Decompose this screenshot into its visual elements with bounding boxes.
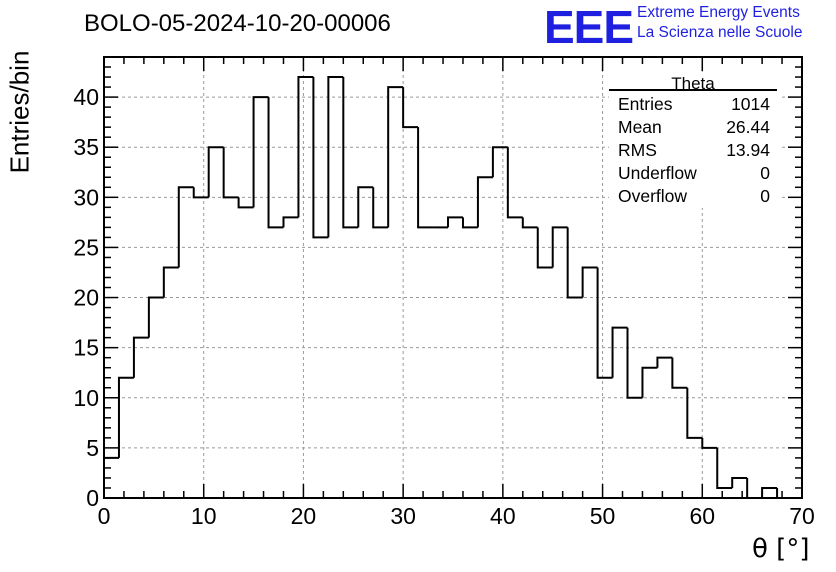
histogram-bin bbox=[566, 227, 583, 299]
stats-label: Entries bbox=[618, 94, 673, 114]
histogram-bin bbox=[267, 97, 284, 229]
histogram-bin bbox=[372, 187, 389, 229]
stats-box: Theta Entries 1014 Mean 26.44 RMS 13.94 … bbox=[609, 74, 779, 208]
x-tick-label: 20 bbox=[291, 503, 317, 529]
axis-ticks bbox=[103, 56, 803, 499]
y-tick-label: 20 bbox=[73, 285, 99, 311]
stats-value: 26.44 bbox=[726, 117, 770, 137]
x-tick-label: 10 bbox=[191, 503, 217, 529]
histogram-bin bbox=[716, 447, 733, 489]
histogram-bin bbox=[342, 77, 359, 229]
histogram-bin bbox=[701, 437, 718, 449]
histogram-bin bbox=[536, 227, 553, 269]
histogram-bin bbox=[461, 217, 478, 229]
stats-value: 13.94 bbox=[726, 140, 770, 160]
histogram-bin bbox=[611, 326, 628, 378]
histogram-bin bbox=[192, 187, 209, 199]
histogram-bin bbox=[671, 357, 688, 389]
stats-value: 1014 bbox=[731, 94, 770, 114]
histogram-bin bbox=[147, 296, 164, 338]
histogram-bin bbox=[686, 387, 703, 439]
histogram-bin bbox=[297, 76, 314, 218]
histogram-bin bbox=[402, 87, 419, 129]
histogram-bin bbox=[282, 216, 299, 228]
histogram-bin bbox=[387, 86, 404, 228]
histogram-bin bbox=[207, 146, 224, 198]
tick-labels: 0 10 20 30 40 50 60 70 0 5 10 15 20 25 30 35 40 bbox=[73, 84, 814, 529]
histogram-bin bbox=[417, 127, 434, 229]
histogram-bin bbox=[162, 266, 179, 298]
eee-logo: EEE bbox=[544, 1, 634, 53]
plot-frame bbox=[103, 56, 803, 499]
histogram-bin bbox=[596, 267, 613, 379]
chart-title: BOLO-05-2024-10-20-00006 bbox=[84, 10, 391, 37]
y-tick-label: 25 bbox=[73, 234, 99, 260]
logo-line-2: La Scienza nelle Scuole bbox=[637, 24, 803, 41]
histogram-bin bbox=[222, 147, 239, 199]
histogram-bin bbox=[551, 226, 568, 268]
histogram-series bbox=[103, 76, 802, 499]
x-tick-label: 0 bbox=[98, 503, 111, 529]
histogram-bin bbox=[447, 216, 463, 228]
y-tick-label: 10 bbox=[73, 385, 99, 411]
histogram-bin bbox=[761, 486, 778, 498]
x-axis-label: θ [°] bbox=[752, 534, 810, 564]
histogram-bin bbox=[506, 147, 523, 219]
histogram-bin bbox=[252, 96, 269, 208]
histogram-bin bbox=[776, 487, 793, 499]
grid-lines bbox=[104, 57, 802, 498]
x-tick-label: 60 bbox=[689, 503, 715, 529]
histogram-bin bbox=[746, 477, 763, 499]
x-tick-label: 70 bbox=[789, 503, 815, 529]
x-tick-label: 50 bbox=[590, 503, 616, 529]
y-tick-label: 0 bbox=[86, 485, 99, 511]
y-tick-label: 40 bbox=[73, 84, 99, 110]
histogram-bin bbox=[656, 356, 673, 368]
histogram-bin bbox=[117, 376, 134, 458]
y-tick-label: 35 bbox=[73, 134, 99, 160]
histogram-bin bbox=[626, 327, 643, 399]
histogram-bin bbox=[312, 77, 329, 239]
stats-label: Overflow bbox=[618, 186, 688, 206]
y-axis-label: Entries/bin bbox=[4, 50, 35, 174]
stats-label: Mean bbox=[618, 117, 662, 137]
histogram-bin bbox=[237, 197, 254, 209]
histogram-bin bbox=[581, 266, 598, 298]
x-tick-label: 30 bbox=[390, 503, 416, 529]
stats-value: 0 bbox=[760, 186, 770, 206]
stats-title: Theta bbox=[671, 74, 715, 93]
histogram-bin bbox=[731, 476, 748, 488]
histogram-bin bbox=[177, 186, 194, 268]
stats-divider bbox=[609, 89, 777, 91]
y-tick-label: 15 bbox=[73, 335, 99, 361]
logo-line-1: Extreme Energy Events bbox=[637, 4, 800, 21]
stats-label: Underflow bbox=[618, 163, 697, 183]
histogram-bin bbox=[641, 366, 658, 398]
histogram-bin bbox=[132, 336, 149, 378]
histogram-bin bbox=[357, 186, 374, 228]
x-tick-label: 40 bbox=[490, 503, 516, 529]
stats-label: RMS bbox=[618, 140, 657, 160]
y-tick-label: 5 bbox=[86, 435, 99, 461]
stats-value: 0 bbox=[760, 163, 770, 183]
histogram-bin bbox=[327, 76, 344, 238]
histogram-bin bbox=[476, 176, 493, 228]
histogram-bin bbox=[521, 217, 538, 229]
y-tick-label: 30 bbox=[73, 184, 99, 210]
histogram-bin bbox=[491, 146, 508, 178]
